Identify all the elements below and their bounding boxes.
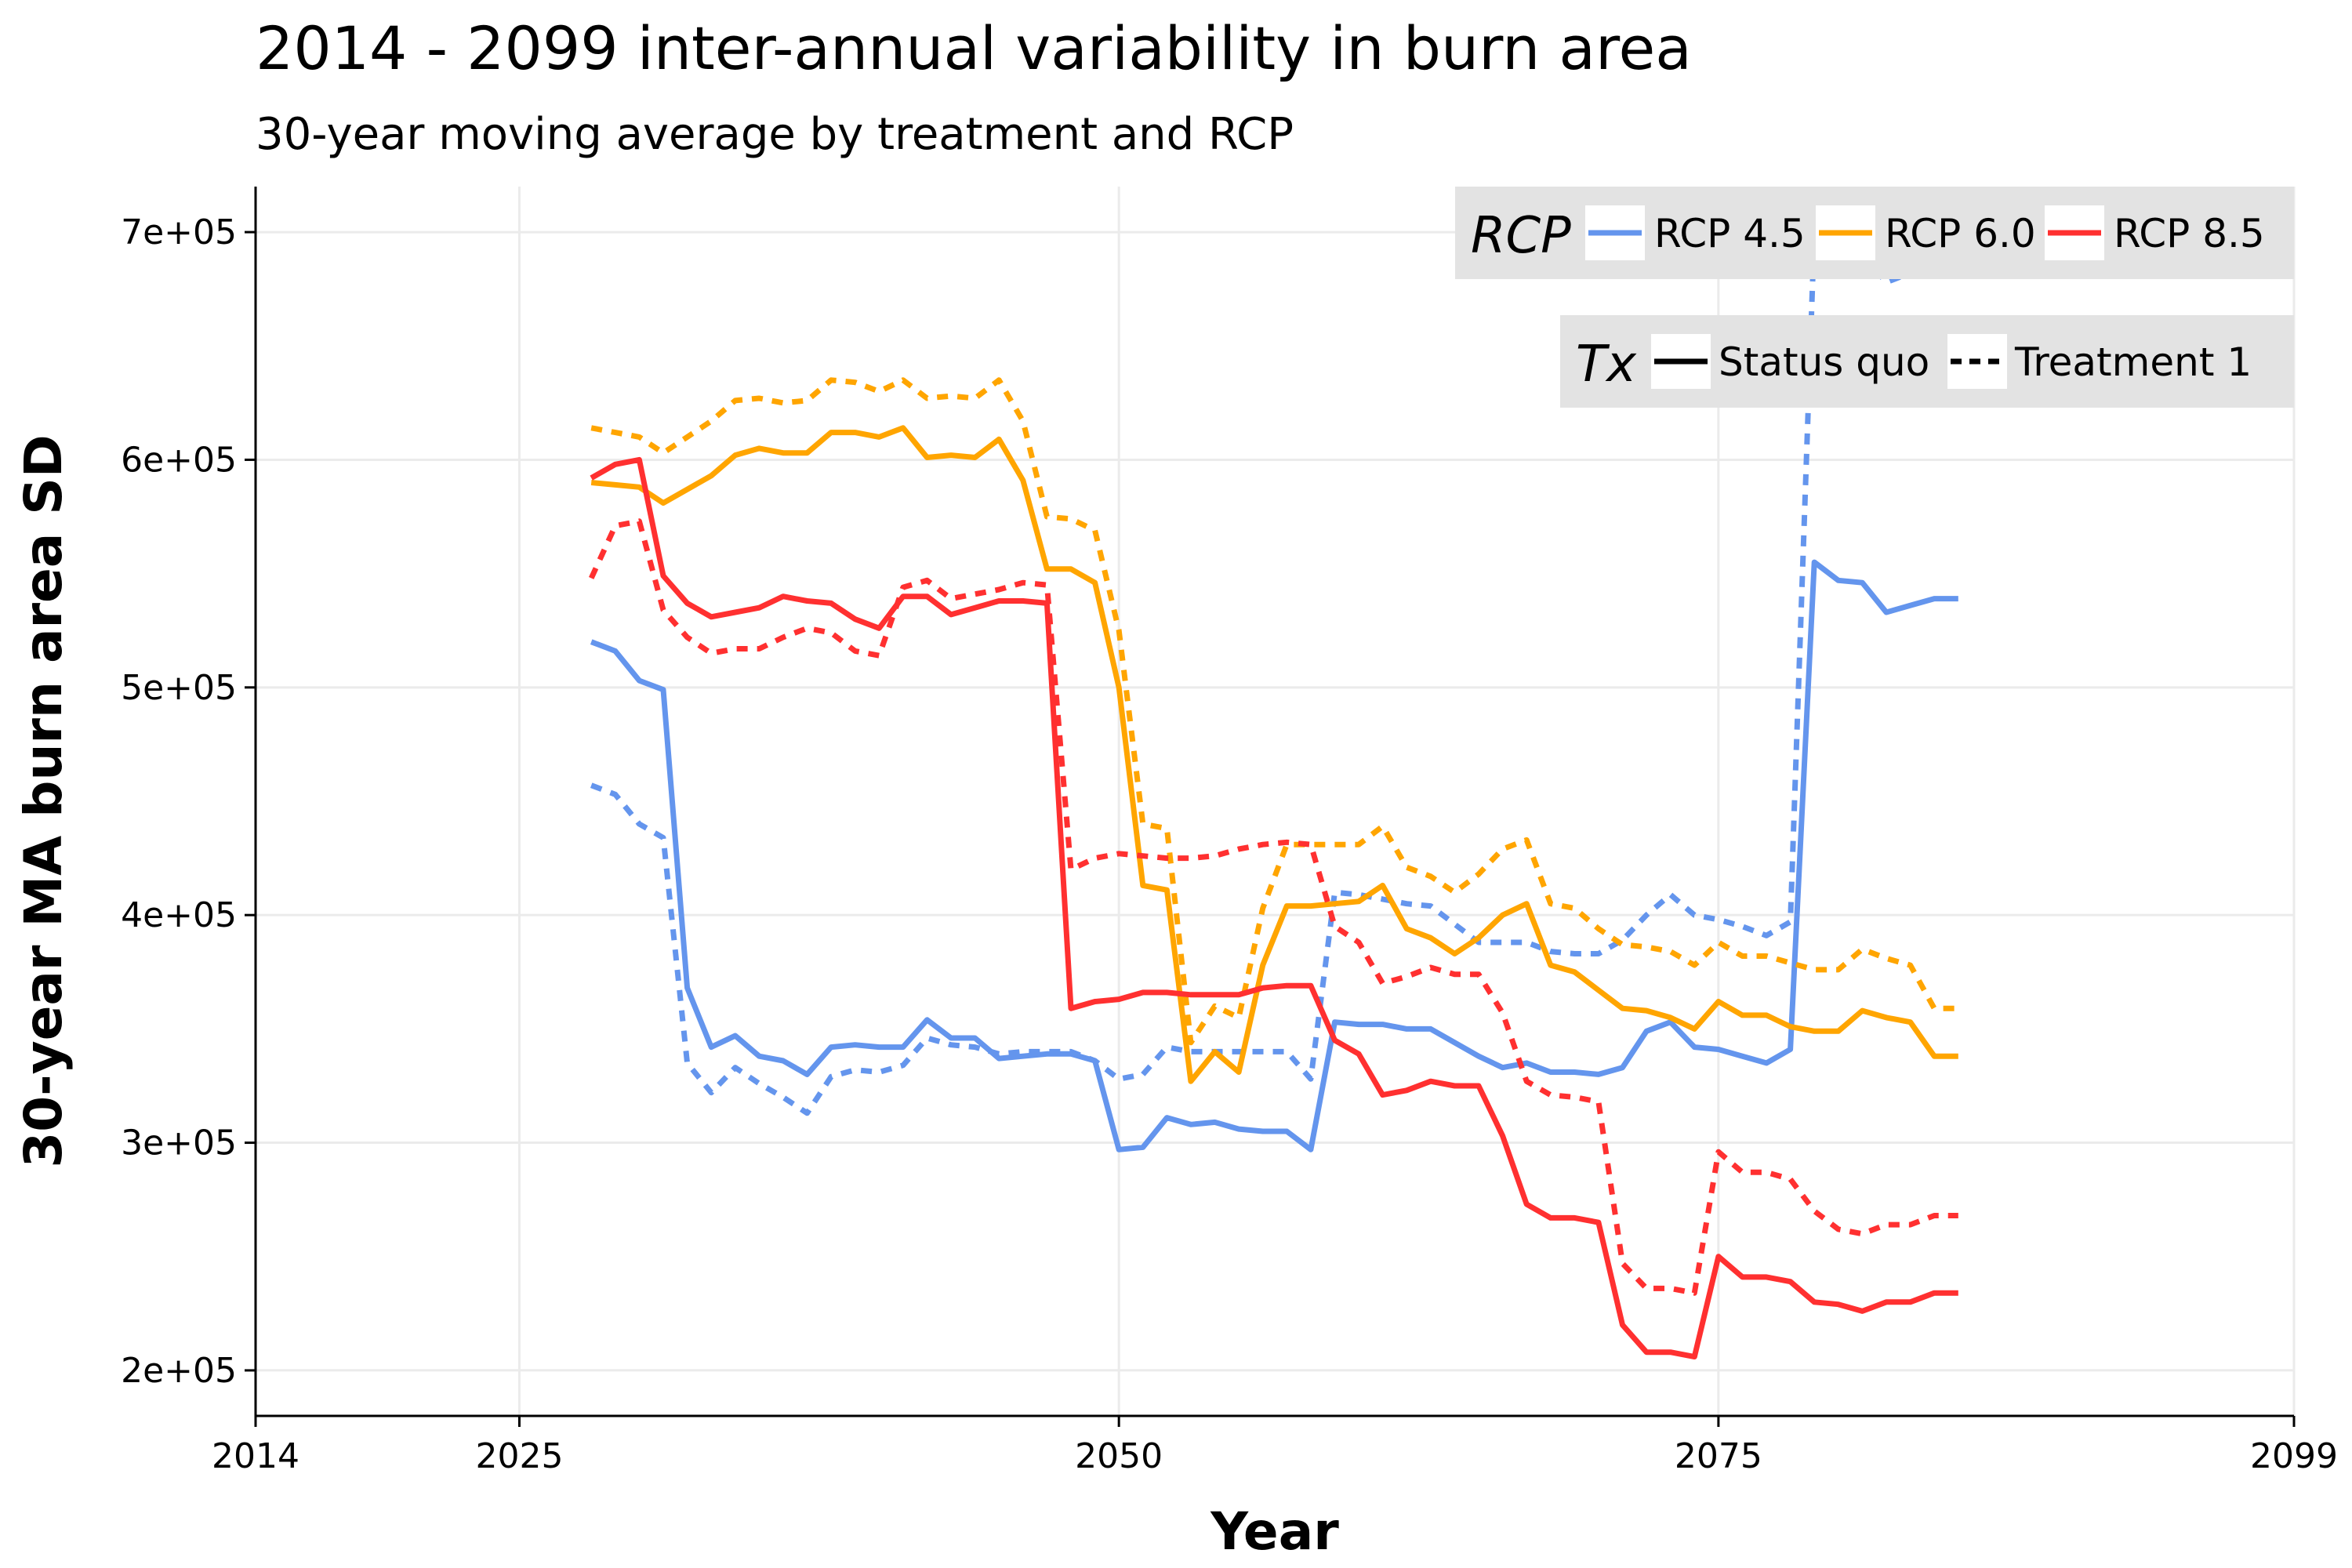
series-line-rcp-8-5-status-quo: [590, 456, 1958, 1359]
legend-rcp: RCP RCP 4.5 RCP 6.0 RCP 8.5: [1455, 187, 2294, 279]
legend-label-rcp45: RCP 4.5: [1654, 211, 1806, 256]
series-line-rcp-4-5-treatment-1: [590, 229, 1958, 1116]
x-tick-label: 2014: [212, 1436, 299, 1476]
legend-label-rcp85: RCP 8.5: [2114, 211, 2265, 256]
y-tick-label: 2e+05: [121, 1351, 237, 1391]
x-tick-label: 2050: [1075, 1436, 1163, 1476]
x-tick-label: 2025: [475, 1436, 563, 1476]
legend-tx: Tx Status quo Treatment 1: [1560, 315, 2294, 408]
legend-label-rcp60: RCP 6.0: [1885, 211, 2036, 256]
series-line-rcp-6-0-status-quo: [590, 425, 1958, 1084]
chart-title: 2014 - 2099 inter-annual variability in …: [256, 13, 1692, 83]
x-axis-title: Year: [1210, 1501, 1339, 1562]
series-line-rcp-6-0-treatment-1: [590, 377, 1958, 1046]
legend-rcp-title: RCP: [1471, 207, 1571, 265]
axis-ticks: 2e+05 3e+05 4e+05 5e+05 6e+05 7e+05 2014 2025 20…: [121, 212, 2338, 1476]
y-tick-label: 6e+05: [121, 440, 237, 480]
legend-label-status-quo: Status quo: [1719, 339, 1929, 385]
series-line-rcp-8-5-treatment-1: [589, 518, 1958, 1296]
series-lines: [589, 229, 1958, 1359]
x-tick-label: 2099: [2250, 1436, 2338, 1476]
x-tick-label: 2075: [1675, 1436, 1762, 1476]
y-axis-title: 30-year MA burn area SD: [13, 434, 74, 1167]
y-tick-label: 5e+05: [121, 668, 237, 708]
legend-label-treatment-1: Treatment 1: [2014, 339, 2252, 385]
legend-tx-title: Tx: [1576, 336, 1637, 394]
y-tick-label: 3e+05: [121, 1123, 237, 1163]
y-tick-label: 4e+05: [121, 895, 237, 935]
y-tick-label: 7e+05: [121, 212, 237, 252]
chart-subtitle: 30-year moving average by treatment and …: [256, 109, 1294, 160]
series-line-rcp-4-5-status-quo: [590, 559, 1958, 1152]
